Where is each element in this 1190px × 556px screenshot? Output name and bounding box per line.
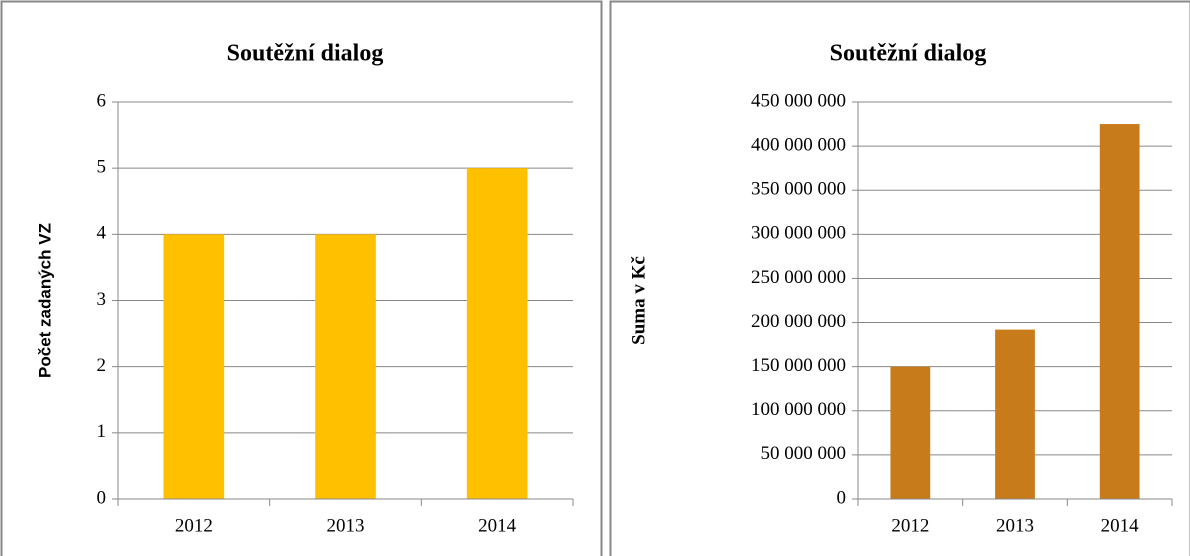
y-tick-label: 450 000 000 [751,90,846,111]
y-tick-label: 100 000 000 [751,399,846,420]
y-tick-label: 250 000 000 [751,267,846,288]
x-tick-label: 2014 [478,515,517,536]
x-tick-label: 2014 [1101,515,1140,536]
panel-border [0,0,603,556]
y-tick-label: 0 [837,487,847,508]
x-tick-label: 2012 [175,515,213,536]
bar [466,168,528,499]
bar [1099,124,1140,500]
y-tick-label: 200 000 000 [751,311,846,332]
chart-title: Soutěžní dialog [227,41,384,67]
panel-border [609,0,1190,556]
y-tick-label: 0 [97,487,107,508]
bar [315,234,376,500]
y-axis-label: Počet zadaných VZ [35,223,54,378]
y-tick-label: 400 000 000 [751,134,846,155]
y-tick-label: 300 000 000 [751,223,846,244]
y-tick-label: 350 000 000 [751,179,846,200]
y-tick-label: 4 [97,223,107,244]
y-axis-label: Suma v Kč [628,256,649,345]
bar [890,366,931,499]
chart-title: Soutěžní dialog [830,41,987,67]
bar [995,329,1035,499]
x-tick-label: 2013 [996,515,1034,536]
y-tick-label: 50 000 000 [761,443,847,464]
y-tick-label: 6 [97,90,107,111]
y-tick-label: 150 000 000 [751,355,846,376]
bar [163,234,225,500]
x-tick-label: 2013 [327,515,365,536]
y-tick-label: 5 [97,157,107,178]
y-tick-label: 2 [97,355,107,376]
y-tick-label: 1 [97,421,107,442]
y-tick-label: 3 [97,289,107,310]
x-tick-label: 2012 [891,515,929,536]
